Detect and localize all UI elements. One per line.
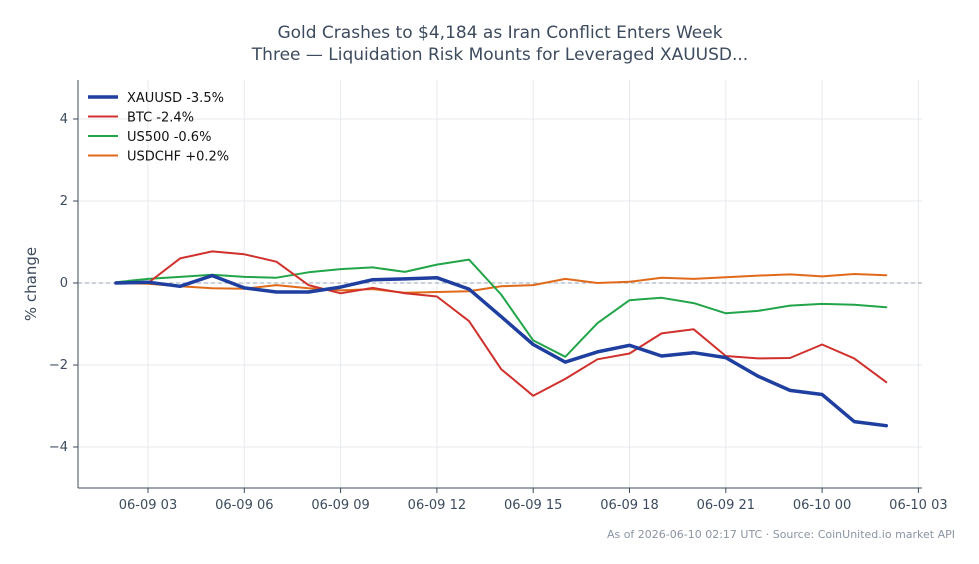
x-tick-label: 06-09 03 [119,498,177,513]
y-tick-label: −2 [49,358,68,373]
x-tick-label: 06-09 15 [504,498,562,513]
chart-subtitle: Three — Liquidation Risk Mounts for Leve… [251,45,748,65]
x-tick-label: 06-09 21 [697,498,755,513]
legend-label: US500 -0.6% [127,130,211,145]
y-tick-label: −4 [49,440,68,455]
series-line-us500 [114,258,888,358]
x-tick-label: 06-10 00 [793,498,851,513]
series-group [114,250,889,428]
legend-label: BTC -2.4% [127,111,194,126]
series-line-xauusd [114,273,889,428]
chart-title: Gold Crashes to $4,184 as Iran Conflict … [277,23,722,43]
x-tick-label: 06-09 09 [311,498,369,513]
axes: 4 2 0 −2 −4 06-09 03 06-09 06 06-09 09 06-09 12 0… [49,80,948,513]
x-tick-label: 06-09 12 [408,498,466,513]
x-tick-label: 06-09 18 [600,498,658,513]
x-tick-label: 06-09 06 [215,498,273,513]
legend: XAUUSD -3.5% BTC -2.4% US500 -0.6% USDCHF +… [88,91,229,165]
series-line-btc [114,250,888,397]
x-tick-label: 06-10 03 [889,498,947,513]
legend-label: XAUUSD -3.5% [127,91,224,106]
y-axis-label: % change [22,247,40,321]
y-tick-label: 4 [60,112,68,127]
y-tick-label: 0 [60,276,68,291]
y-tick-label: 2 [60,194,68,209]
footer-note: As of 2026-06-10 02:17 UTC · Source: Coi… [607,528,955,541]
legend-label: USDCHF +0.2% [127,150,229,165]
